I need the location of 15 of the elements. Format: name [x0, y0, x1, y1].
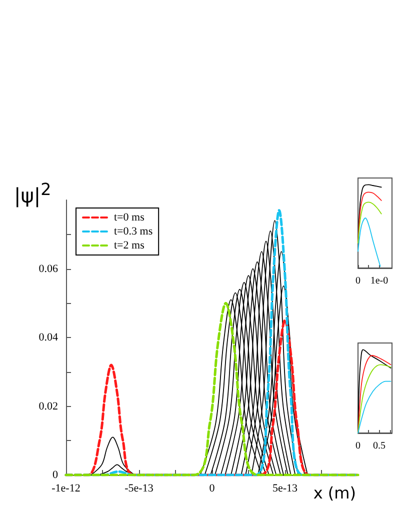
x-tick-label: 5e-13	[272, 482, 298, 494]
legend-label: t=2 ms	[114, 240, 144, 252]
legend-label: t=0.3 ms	[114, 226, 153, 238]
x-tick-label: -1e-12	[52, 482, 80, 494]
x-tick-label: 0.5	[373, 440, 386, 452]
x-tick-label: 1e-0	[370, 276, 388, 286]
y-tick-label: 0.02	[38, 400, 58, 412]
y-tick-label: 0.04	[38, 332, 58, 344]
x-tick-label: 0	[209, 482, 216, 494]
y-tick-label: 0	[52, 469, 58, 481]
legend-label: t=0 ms	[114, 212, 144, 224]
y-axis-title: |ψ|$^{2}$	[14, 179, 52, 208]
y-tick-label: 0.06	[38, 262, 58, 275]
x-axis-title: x (m)	[313, 484, 356, 502]
x-tick-label: -5e-13	[124, 482, 154, 494]
